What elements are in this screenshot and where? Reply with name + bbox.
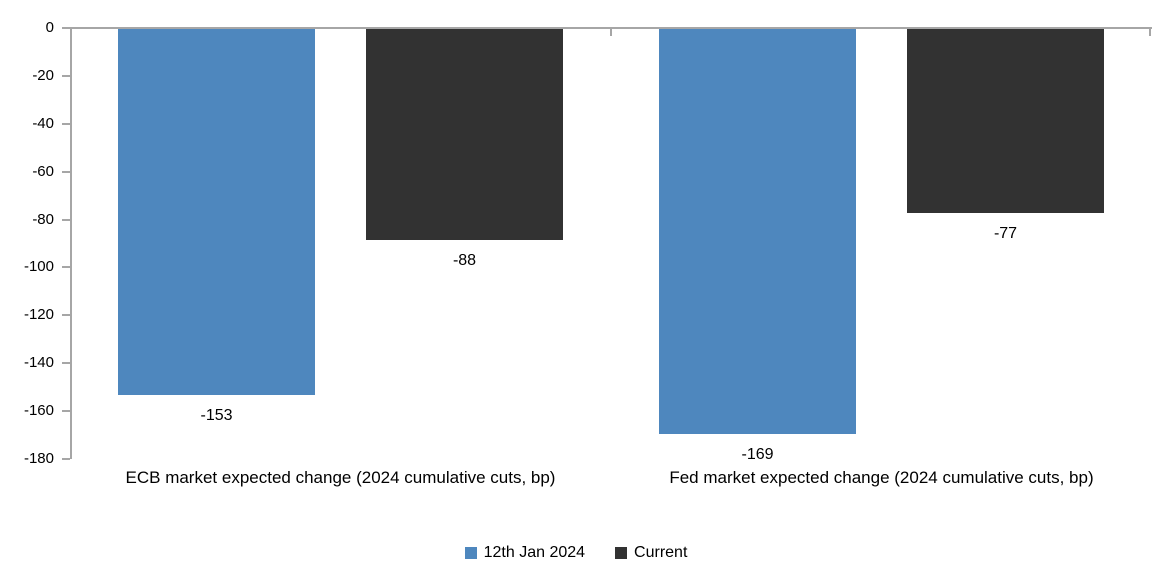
bar-rect [907, 29, 1104, 213]
legend-swatch-icon [464, 546, 477, 559]
bar-fed-12jan-2024: -169 [659, 29, 856, 464]
category-label-ecb: ECB market expected change (2024 cumulat… [125, 468, 556, 487]
bar-fed-current: -77 [907, 29, 1104, 243]
y-axis-tick-label: -20 [32, 67, 54, 84]
y-axis-tick-label: -140 [23, 354, 54, 371]
y-axis-line [70, 27, 72, 459]
y-axis-tick-label: -60 [32, 163, 54, 180]
y-axis-tick-label: -40 [32, 115, 54, 132]
y-axis-tick [62, 123, 70, 125]
bar-rect [118, 29, 315, 395]
y-axis-tick [62, 27, 70, 29]
category-boundary-tick [1149, 29, 1151, 36]
bar-ecb-current: -88 [366, 29, 563, 270]
y-axis-tick [62, 458, 70, 460]
bar-rect [366, 29, 563, 240]
bar-rect [659, 29, 856, 434]
data-label: -169 [741, 446, 774, 463]
legend-item-12jan-2024: 12th Jan 2024 [464, 543, 586, 562]
y-axis-tick-label: 0 [45, 19, 54, 36]
data-label: -77 [993, 225, 1018, 242]
legend-label: Current [634, 544, 688, 561]
y-axis-tick-label: -160 [23, 402, 54, 419]
legend-label: 12th Jan 2024 [483, 544, 586, 561]
y-axis-tick [62, 410, 70, 412]
y-axis-tick-label: -120 [23, 306, 54, 323]
data-label: -88 [452, 252, 477, 269]
data-label: -153 [200, 407, 233, 424]
y-axis-tick [62, 362, 70, 364]
legend-item-current: Current [615, 543, 687, 562]
bar-ecb-12jan-2024: -153 [118, 29, 315, 425]
y-axis-tick [62, 266, 70, 268]
y-axis-tick [62, 219, 70, 221]
bar-group-ecb: -153 -88 [70, 29, 611, 425]
x-axis-line [68, 27, 1152, 29]
y-axis-tick [62, 75, 70, 77]
bar-group-fed: -169 -77 [611, 29, 1152, 464]
y-axis-tick [62, 314, 70, 316]
legend: 12th Jan 2024 Current [0, 543, 1152, 562]
y-axis-tick-label: -180 [23, 450, 54, 467]
category-label-fed: Fed market expected change (2024 cumulat… [669, 468, 1094, 487]
y-axis-tick-label: -100 [23, 258, 54, 275]
y-axis-tick-label: -80 [32, 211, 54, 228]
legend-swatch-icon [615, 546, 628, 559]
category-boundary-tick [610, 29, 612, 36]
y-axis-tick [62, 171, 70, 173]
